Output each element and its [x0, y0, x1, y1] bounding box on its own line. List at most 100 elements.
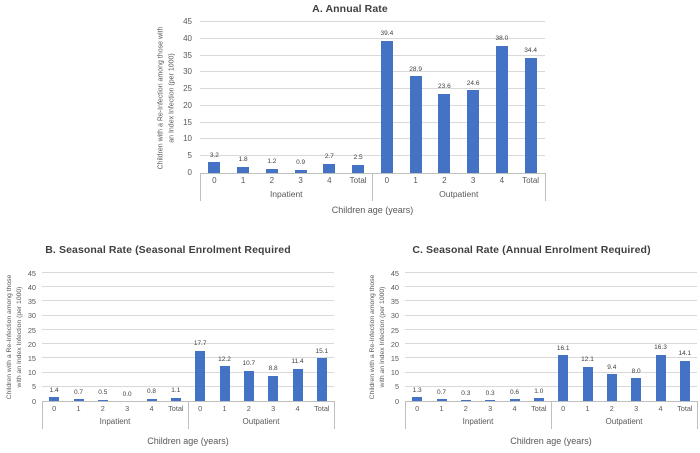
bar	[219, 366, 230, 401]
bar-value-label: 39.4	[380, 30, 394, 38]
category-separator	[41, 401, 43, 429]
x-category-label: 4	[512, 404, 517, 413]
gridline	[200, 21, 545, 22]
gridline	[405, 328, 697, 330]
x-category-label: 0	[198, 404, 203, 413]
y-tick-label: 5	[187, 151, 192, 161]
bar-value-label: 3.2	[209, 151, 219, 159]
y-tick-label: 20	[183, 100, 192, 110]
bar-value-label: 10.7	[242, 360, 256, 368]
y-axis-ticks: 0 5 10 15 20 25 30 35 40 45	[12, 268, 40, 405]
bar	[268, 375, 279, 401]
bar	[237, 166, 250, 173]
y-tick-label: 45	[390, 268, 399, 278]
y-tick-label: 45	[27, 268, 36, 278]
gridline	[200, 155, 545, 157]
category-separator	[404, 401, 406, 429]
bar	[352, 164, 365, 173]
bar-value-label: 12.2	[218, 355, 231, 363]
bar	[292, 368, 303, 401]
y-tick-label: 15	[27, 354, 36, 364]
bar	[524, 57, 537, 173]
y-axis-ticks: 0 5 10 15 20 25 30 35 40 45	[375, 268, 403, 405]
category-separator	[372, 173, 373, 201]
bar-value-label: 12.1	[581, 356, 594, 364]
bar-value-label: 38.0	[495, 35, 509, 42]
gridline	[405, 371, 697, 373]
gridline	[200, 138, 545, 140]
category-separator	[550, 401, 552, 429]
x-axis-title: Children age (years)	[331, 205, 414, 215]
gridline	[42, 300, 334, 302]
y-tick-label: 30	[390, 311, 399, 321]
bar	[436, 399, 447, 401]
x-category-label: 2	[100, 404, 105, 413]
gridline	[42, 328, 334, 330]
x-category-label: 3	[470, 176, 476, 185]
bar	[294, 169, 307, 173]
y-tick-label: 40	[27, 282, 36, 292]
x-category-label: 1	[413, 176, 418, 185]
bar	[97, 399, 108, 401]
x-category-label: 0	[561, 404, 566, 413]
bar	[146, 398, 157, 401]
bar-value-label: 1.4	[49, 386, 59, 394]
bar	[558, 355, 569, 401]
plot-area: 3.2 1.8 1.2 0.9 2.7 2.5 39.4 28.9 23.6 24.6 38.0 34…	[200, 21, 545, 174]
bar-value-label: 24.6	[466, 79, 480, 87]
x-category-label: 2	[609, 404, 614, 413]
x-category-label: 0	[52, 404, 57, 413]
category-separator	[199, 173, 201, 201]
bar-value-label: 17.7	[193, 340, 207, 348]
x-category-label: 0	[415, 404, 420, 413]
x-category-label: 3	[271, 404, 276, 413]
x-category-label: 0	[212, 176, 217, 185]
y-tick-label: 35	[390, 297, 399, 307]
bar	[380, 40, 393, 173]
bar	[316, 358, 327, 401]
bar	[412, 397, 423, 401]
gridline	[200, 71, 545, 73]
y-tick-label: 25	[27, 325, 36, 335]
bar	[265, 168, 278, 173]
category-separator	[696, 401, 698, 429]
gridline	[200, 54, 545, 56]
gridline	[405, 385, 697, 387]
gridline	[42, 385, 334, 387]
bar-value-label: 0.7	[436, 388, 447, 396]
x-group-label: Outpatient	[605, 417, 643, 426]
x-group-label: Inpatient	[462, 417, 494, 426]
bar	[49, 397, 60, 401]
bar-value-label: 1.1	[171, 387, 181, 395]
y-tick-label: 20	[27, 339, 36, 349]
bar-value-label: 2.5	[353, 154, 363, 162]
y-tick-label: 40	[390, 282, 399, 292]
plot-area: 1.3 0.7 0.3 0.3 0.6 1.0 16.1 12.1 9.4 8.0 16.3 14.1	[405, 272, 697, 402]
x-category-label: 3	[634, 404, 639, 413]
y-tick-label: 5	[31, 382, 36, 392]
bar-value-label: 28.9	[409, 65, 422, 73]
x-category-label: 3	[298, 176, 303, 185]
x-category-label: 2	[246, 404, 251, 413]
x-category-label: Total	[349, 176, 367, 185]
bar-value-label: 11.4	[291, 358, 304, 366]
y-tick-label: 25	[183, 84, 192, 94]
x-category-label: 2	[269, 176, 275, 185]
y-tick-label: 30	[27, 311, 36, 321]
y-tick-label: 20	[390, 339, 399, 349]
x-category-label: 1	[222, 404, 227, 413]
x-axis: 0 1 2 3 4 Total 0 1 2 3 4 Total Inpatient Outpatient	[404, 401, 698, 429]
gridline	[42, 371, 334, 373]
bar-value-label: 1.3	[412, 386, 422, 394]
x-axis-title: Children age (years)	[510, 436, 592, 446]
y-tick-label: 40	[183, 33, 192, 43]
y-tick-label: 10	[183, 134, 192, 144]
bar-value-label: 34.4	[524, 47, 537, 55]
bar-value-label: 0.7	[73, 388, 84, 396]
gridline	[42, 272, 334, 273]
x-category-label: 1	[439, 404, 444, 413]
chart-seasonal-rate-seasonal-enrolment: B. Seasonal Rate (Seasonal Enrolment Req…	[2, 240, 335, 453]
x-category-label: 4	[327, 176, 332, 185]
x-category-label: 4	[658, 404, 663, 413]
chart-title: B. Seasonal Rate (Seasonal Enrolment Req…	[45, 244, 291, 256]
